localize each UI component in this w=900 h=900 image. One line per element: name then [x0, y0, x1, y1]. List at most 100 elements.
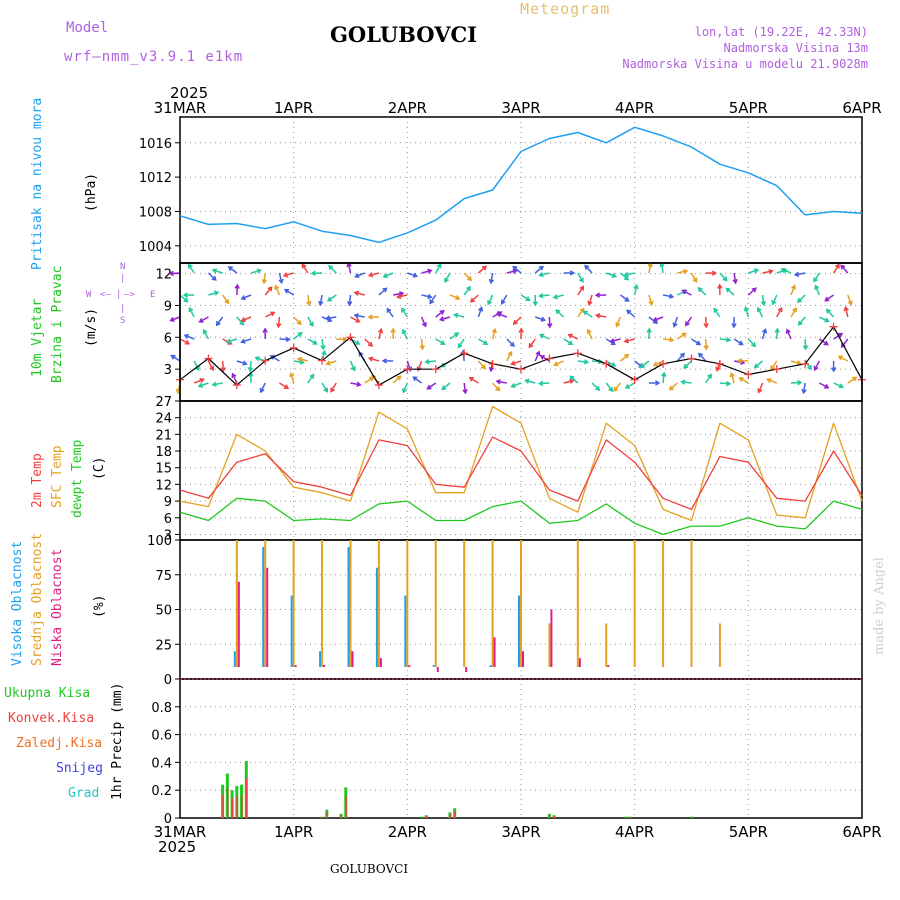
wind-arrow	[662, 294, 674, 298]
wind-arrow	[747, 338, 756, 347]
wind-arrow	[648, 316, 658, 324]
wind-arrow	[841, 338, 849, 348]
wind-arrow-head	[837, 355, 843, 361]
pressure-line	[179, 126, 863, 244]
footer-title: GOLUBOVCI	[330, 862, 409, 876]
wind-arrow-head	[301, 263, 307, 269]
precip-conv-bar	[629, 817, 631, 818]
wind-arrow-head	[278, 278, 284, 285]
wind-arrow-head	[802, 345, 809, 351]
wind-arrow	[449, 332, 459, 340]
wind-arrow	[319, 294, 323, 305]
wind-arrow	[513, 316, 522, 325]
precip-conv-bar	[241, 794, 243, 818]
wind-arrow	[648, 263, 652, 274]
wind-gust-marker	[772, 365, 781, 374]
wind-arrow-head	[274, 284, 280, 290]
wind-arrow-head	[168, 270, 174, 277]
page-title: GOLUBOVCI	[330, 22, 478, 47]
wind-arrow	[491, 329, 496, 340]
wind-arrow	[444, 272, 451, 283]
wind-arrow	[184, 334, 195, 340]
wind-arrow	[832, 264, 840, 274]
wind-arrow-head	[327, 317, 333, 323]
y-tick-label: 9	[164, 495, 172, 510]
wind-arrow	[577, 360, 588, 363]
wind-arrow-head	[478, 306, 484, 312]
precip-conv-bar	[245, 778, 248, 818]
wind-arrow-head	[661, 371, 667, 377]
wind-arrow	[624, 272, 635, 276]
wind-arrow-head	[220, 367, 226, 373]
wind-arrow-head	[538, 293, 544, 299]
wind-arrow	[354, 314, 365, 318]
wind-gust-marker	[602, 359, 611, 368]
wind-arrow-head	[756, 306, 762, 313]
wind-arrow-head	[743, 306, 749, 312]
wind-arrow-head	[325, 360, 331, 366]
wind-arrow	[619, 272, 629, 281]
wind-arrow-head	[197, 382, 204, 388]
wind-arrow	[534, 351, 540, 362]
wind-arrow-head	[587, 300, 593, 306]
wind-arrow	[397, 294, 408, 298]
wind-arrow	[761, 329, 767, 340]
wind-arrow	[587, 329, 593, 340]
wind-arrow	[588, 294, 593, 305]
wind-arrow-head	[454, 332, 460, 338]
precip-conv-bar	[345, 796, 347, 818]
wind-arrow-head	[725, 380, 732, 387]
wind-arrow	[435, 263, 442, 274]
wind-arrow	[307, 338, 317, 345]
wind-arrow	[449, 294, 460, 300]
wind-gust-marker	[744, 370, 753, 379]
y-tick-label: 0.4	[151, 756, 172, 771]
wind-arrow-head	[310, 270, 316, 276]
wind-arrow-head	[801, 388, 807, 395]
wind-arrow-head	[401, 328, 407, 335]
wind-arrow-head	[611, 272, 617, 278]
wind-arrow	[754, 360, 764, 369]
wind-arrow-head	[639, 363, 645, 368]
wind-arrow-head	[488, 278, 495, 285]
wind-arrow	[619, 354, 629, 362]
wind-arrow	[790, 381, 801, 384]
wind-arrow-head	[681, 332, 687, 338]
wind-gust-marker	[630, 375, 639, 384]
wind-arrow-head	[323, 387, 328, 393]
wind-arrow	[490, 272, 494, 283]
wind-arrow-head	[320, 344, 326, 351]
wind-arrow	[739, 377, 749, 384]
wind-arrow-head	[567, 333, 573, 339]
wind-arrow-head	[732, 278, 738, 285]
x-tick-label-top: 31MAR	[154, 99, 207, 117]
wind-arrow-head	[539, 355, 545, 360]
panel-frame-wind-top	[179, 262, 863, 402]
wind-arrow-head	[539, 333, 545, 339]
wind-arrow-head	[354, 273, 360, 279]
wind-arrow	[199, 316, 209, 323]
wind-arrow-head	[852, 376, 858, 382]
wind-arrow-head	[610, 362, 617, 367]
wind-arrow	[492, 382, 500, 391]
wind-arrow-head	[396, 375, 402, 381]
wind-arrow-head	[594, 292, 601, 298]
wind-arrow-head	[427, 268, 433, 274]
wind-arrow	[733, 338, 743, 346]
model-label: Model	[66, 20, 109, 36]
wind-arrow	[378, 287, 387, 296]
wind-arrow-head	[440, 340, 446, 345]
wind-arrow	[241, 294, 252, 300]
wind-arrow-head	[633, 283, 639, 290]
precip-conv-bar	[454, 811, 456, 818]
wind-arrow	[407, 272, 418, 277]
wind-arrow	[327, 294, 337, 302]
wind-arrow	[512, 266, 522, 274]
wind-arrow-head	[703, 323, 709, 329]
wind-arrow-head	[518, 327, 524, 333]
wind-arrow-head	[648, 300, 654, 306]
precip-conv-bar	[226, 786, 229, 818]
wind-arrow-head	[184, 339, 191, 345]
wind-arrow-head	[722, 276, 728, 282]
wind-arrow	[454, 313, 465, 318]
